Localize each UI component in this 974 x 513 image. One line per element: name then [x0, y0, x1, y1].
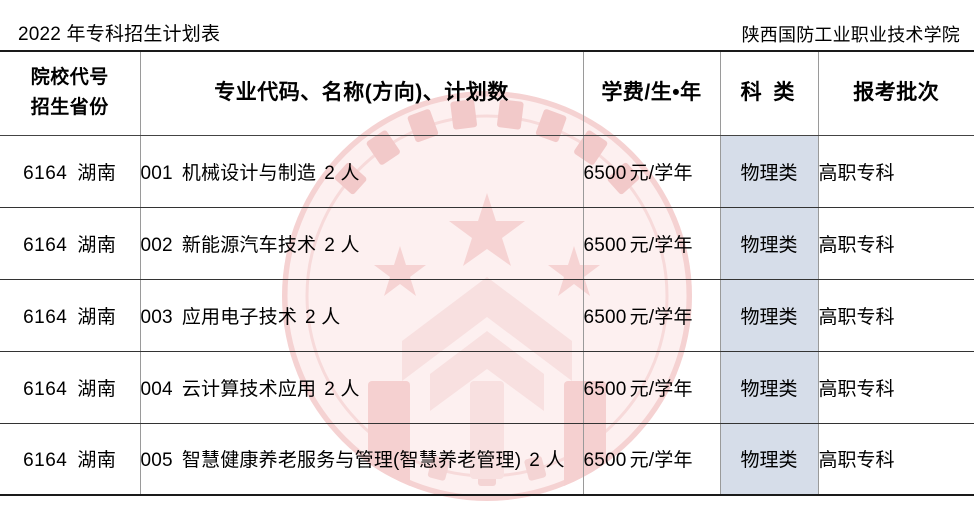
province: 湖南 — [77, 306, 117, 328]
major-name: 智慧健康养老服务与管理(智慧养老管理) — [181, 450, 522, 472]
cell-tuition: 6500 元/学年 — [582, 351, 721, 424]
column-header-tuition: 学费/生•年 — [582, 50, 721, 136]
major-name: 新能源汽车技术 — [181, 234, 317, 256]
table-row: 6164 湖南 003 应用电子技术 2 人 6500 元/学年 物理类 高职专科 — [0, 279, 974, 352]
cell-major: 003 应用电子技术 2 人 — [139, 279, 584, 352]
cell-major: 004 云计算技术应用 2 人 — [139, 351, 584, 424]
header-row: 院校代号 招生省份 专业代码、名称(方向)、计划数 学费/生•年 科 类 报考批… — [0, 50, 974, 136]
column-header-school: 院校代号 招生省份 — [0, 50, 141, 136]
province: 湖南 — [77, 162, 117, 184]
table-row: 6164 湖南 002 新能源汽车技术 2 人 6500 元/学年 物理类 高职专科 — [0, 207, 974, 280]
cell-batch: 高职专科 — [817, 135, 974, 208]
tuition-amount: 6500 — [583, 306, 627, 328]
cell-subject: 物理类 — [719, 207, 819, 280]
cell-major: 002 新能源汽车技术 2 人 — [139, 207, 584, 280]
major-code: 005 — [140, 450, 173, 472]
table-header: 院校代号 招生省份 专业代码、名称(方向)、计划数 学费/生•年 科 类 报考批… — [0, 50, 974, 136]
cell-subject: 物理类 — [719, 423, 819, 496]
cell-school: 6164 湖南 — [0, 279, 141, 352]
major-code: 003 — [140, 306, 173, 328]
page-title: 2022 年专科招生计划表 — [18, 24, 221, 45]
cell-subject: 物理类 — [719, 279, 819, 352]
major-name: 机械设计与制造 — [181, 162, 317, 184]
school-code: 6164 — [23, 450, 68, 472]
plan-count: 2 人 — [324, 162, 360, 184]
tuition-amount: 6500 — [583, 450, 627, 472]
column-header-subject: 科 类 — [719, 50, 819, 136]
table-body: 6164 湖南 001 机械设计与制造 2 人 6500 元/学年 物理类 高职专科 6164 湖南… — [0, 135, 974, 496]
tuition-unit: 元/学年 — [629, 450, 693, 472]
cell-tuition: 6500 元/学年 — [582, 279, 721, 352]
tuition-amount: 6500 — [583, 162, 627, 184]
cell-school: 6164 湖南 — [0, 351, 141, 424]
cell-school: 6164 湖南 — [0, 207, 141, 280]
tuition-unit: 元/学年 — [629, 306, 693, 328]
tuition-unit: 元/学年 — [629, 162, 693, 184]
cell-school: 6164 湖南 — [0, 423, 141, 496]
plan-count: 2 人 — [324, 378, 360, 400]
school-code: 6164 — [23, 234, 68, 256]
cell-batch: 高职专科 — [817, 207, 974, 280]
cell-batch: 高职专科 — [817, 279, 974, 352]
major-code: 004 — [140, 378, 173, 400]
admission-plan-table: 院校代号 招生省份 专业代码、名称(方向)、计划数 学费/生•年 科 类 报考批… — [0, 50, 974, 496]
plan-count: 2 人 — [529, 450, 565, 472]
province: 湖南 — [77, 234, 117, 256]
province: 湖南 — [77, 450, 117, 472]
table-row: 6164 湖南 001 机械设计与制造 2 人 6500 元/学年 物理类 高职专科 — [0, 135, 974, 208]
table-row: 6164 湖南 004 云计算技术应用 2 人 6500 元/学年 物理类 高职专科 — [0, 351, 974, 424]
cell-subject: 物理类 — [719, 135, 819, 208]
table-row: 6164 湖南 005 智慧健康养老服务与管理(智慧养老管理) 2 人 6500 元/学年物… — [0, 423, 974, 496]
province: 湖南 — [77, 378, 117, 400]
institution-name: 陕西国防工业职业技术学院 — [741, 25, 960, 45]
plan-count: 2 人 — [324, 234, 360, 256]
major-name: 云计算技术应用 — [181, 378, 317, 400]
column-header-school-code: 院校代号 — [30, 67, 109, 89]
school-code: 6164 — [23, 378, 68, 400]
column-header-batch: 报考批次 — [817, 50, 974, 136]
cell-major: 005 智慧健康养老服务与管理(智慧养老管理) 2 人 — [139, 423, 584, 496]
cell-tuition: 6500 元/学年 — [582, 207, 721, 280]
cell-tuition: 6500 元/学年 — [582, 135, 721, 208]
cell-school: 6164 湖南 — [0, 135, 141, 208]
cell-major: 001 机械设计与制造 2 人 — [139, 135, 584, 208]
cell-batch: 高职专科 — [817, 351, 974, 424]
cell-tuition: 6500 元/学年 — [582, 423, 721, 496]
tuition-amount: 6500 — [583, 378, 627, 400]
column-header-major: 专业代码、名称(方向)、计划数 — [139, 50, 584, 136]
cell-subject: 物理类 — [719, 351, 819, 424]
tuition-amount: 6500 — [583, 234, 627, 256]
tuition-unit: 元/学年 — [629, 234, 693, 256]
school-code: 6164 — [23, 162, 68, 184]
tuition-unit: 元/学年 — [629, 378, 693, 400]
masthead: 2022 年专科招生计划表 陕西国防工业职业技术学院 — [0, 0, 974, 50]
major-name: 应用电子技术 — [181, 306, 298, 328]
school-code: 6164 — [23, 306, 68, 328]
major-code: 001 — [140, 162, 173, 184]
plan-count: 2 人 — [305, 306, 341, 328]
cell-batch: 高职专科 — [817, 423, 974, 496]
column-header-province: 招生省份 — [30, 97, 109, 119]
major-code: 002 — [140, 234, 173, 256]
